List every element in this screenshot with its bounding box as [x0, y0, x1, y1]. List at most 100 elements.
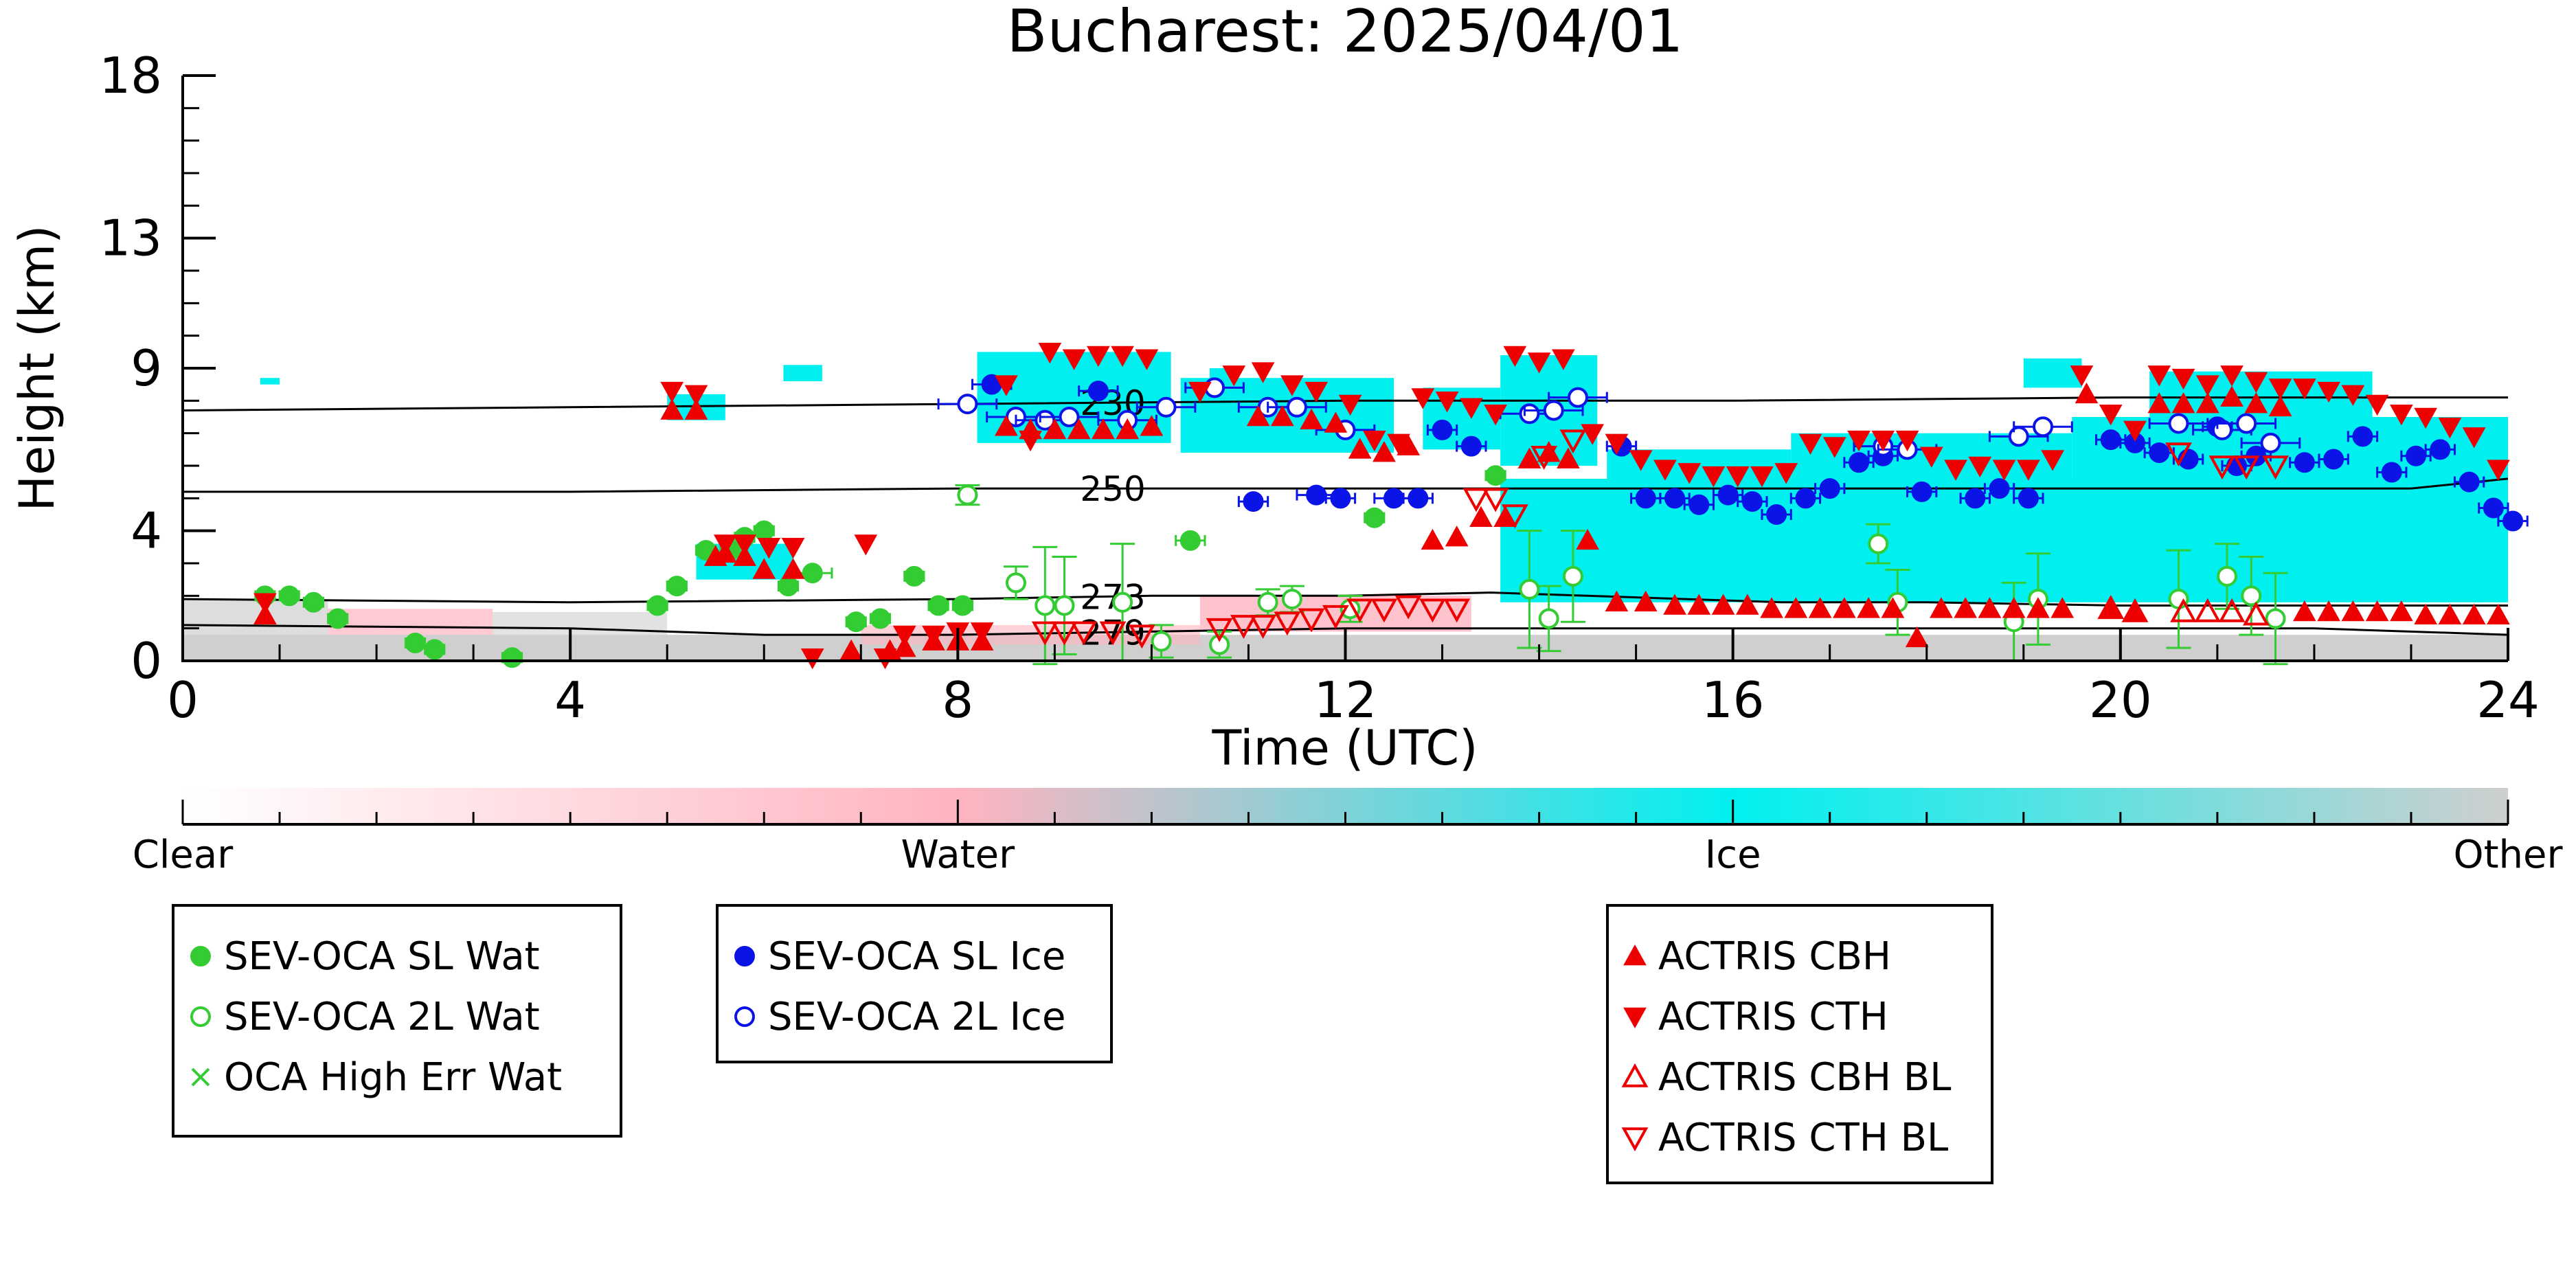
- data-point: [1038, 343, 1062, 364]
- data-point: [1179, 530, 1201, 551]
- data-point: [2241, 585, 2262, 607]
- data-point: [1304, 381, 1329, 403]
- data-point: [2220, 365, 2244, 387]
- data-point: [1070, 621, 1098, 646]
- legend-marker: [1621, 1127, 1649, 1152]
- data-point: [1868, 533, 1889, 554]
- data-point: [2502, 510, 2524, 532]
- data-point: [1576, 528, 1599, 550]
- data-point: [928, 595, 949, 616]
- data-point: [1243, 491, 1264, 512]
- data-point: [1370, 598, 1398, 623]
- legend-marker: [190, 946, 211, 967]
- data-point: [1930, 597, 1953, 618]
- data-point: [1871, 430, 1895, 452]
- data-point: [1634, 590, 1658, 612]
- y-tick-label: 0: [131, 632, 162, 690]
- data-point: [2317, 600, 2340, 622]
- data-point: [2292, 379, 2316, 400]
- data-point: [2365, 600, 2389, 622]
- data-point: [1741, 491, 1763, 512]
- data-point: [2262, 455, 2289, 480]
- data-point: [327, 608, 348, 629]
- data-point: [1306, 484, 1327, 506]
- data-point: [1421, 528, 1445, 550]
- series-actris-cth: [253, 343, 2510, 670]
- data-point: [754, 520, 775, 541]
- y-tick-label: 4: [131, 502, 162, 560]
- data-point: [873, 648, 897, 670]
- data-point: [1519, 578, 1540, 600]
- data-point: [1281, 589, 1302, 610]
- data-point: [1562, 565, 1583, 587]
- data-point: [1005, 572, 1026, 594]
- data-point: [1257, 591, 1278, 613]
- data-point: [1954, 597, 1978, 618]
- legend-marker: [734, 946, 755, 967]
- series-actris-cbh-bl: [2097, 595, 2270, 626]
- data-point: [2244, 392, 2268, 414]
- data-point: [1519, 403, 1540, 425]
- data-point: [1895, 430, 1919, 452]
- legend-frame: [1606, 904, 1993, 1184]
- data-point: [1206, 618, 1233, 642]
- data-point: [1362, 430, 1386, 452]
- data-point: [957, 484, 978, 506]
- data-point: [1230, 615, 1257, 640]
- data-point: [2195, 392, 2219, 414]
- legend-box: ACTRIS CBH ACTRIS CTH ACTRIS CBH BL ACTRIS …: [1606, 904, 1993, 1184]
- data-point: [1795, 488, 1816, 509]
- data-point: [2341, 385, 2365, 406]
- data-point: [1419, 598, 1446, 623]
- data-point: [2100, 429, 2121, 451]
- legend-frame: [172, 904, 622, 1138]
- data-point: [1485, 465, 1506, 486]
- x-tick-label: 12: [1314, 671, 1377, 729]
- data-point: [1031, 621, 1059, 646]
- data-point: [1111, 346, 1134, 368]
- data-point: [1605, 433, 1629, 455]
- data-point: [2265, 608, 2286, 629]
- data-point: [660, 381, 684, 403]
- data-point: [2414, 603, 2437, 625]
- data-point: [800, 648, 824, 670]
- data-point: [1043, 418, 1067, 440]
- legend-label: SEV-OCA 2L Ice: [768, 995, 1065, 1039]
- data-point: [757, 538, 781, 559]
- data-point: [1501, 504, 1528, 529]
- data-point: [2168, 413, 2189, 434]
- data-point: [1750, 466, 1774, 488]
- data-point: [1222, 365, 1246, 387]
- data-point: [1346, 598, 1374, 623]
- data-point: [1460, 436, 1482, 457]
- data-point: [684, 385, 708, 406]
- data-point: [424, 639, 445, 660]
- data-point: [1250, 615, 1277, 640]
- data-point: [2026, 597, 2050, 618]
- data-point: [1517, 447, 1541, 468]
- y-tick-label: 9: [131, 339, 162, 397]
- data-point: [1711, 594, 1735, 615]
- data-point: [1551, 349, 1575, 370]
- data-point: [1383, 488, 1405, 509]
- data-point: [1664, 488, 1686, 509]
- data-point: [1372, 441, 1396, 462]
- data-point: [1251, 362, 1275, 383]
- data-point: [1968, 456, 1992, 478]
- data-point: [1054, 595, 1075, 616]
- chart-title: Bucharest: 2025/04/01: [1007, 0, 1684, 66]
- data-point: [1543, 400, 1564, 421]
- data-point: [2149, 442, 2170, 464]
- contour-label: 250: [1080, 469, 1145, 509]
- data-point: [2041, 450, 2064, 471]
- data-point: [279, 585, 300, 607]
- data-point: [1128, 624, 1155, 649]
- data-point: [1209, 634, 1230, 655]
- data-point: [1484, 404, 1507, 426]
- classification-colorbar: Clear Water Ice Other: [133, 788, 2563, 877]
- data-point: [2008, 426, 2029, 447]
- data-point: [684, 398, 708, 420]
- data-point: [2070, 365, 2094, 387]
- colorbar-label: Water: [901, 833, 1016, 877]
- data-point: [2292, 600, 2316, 622]
